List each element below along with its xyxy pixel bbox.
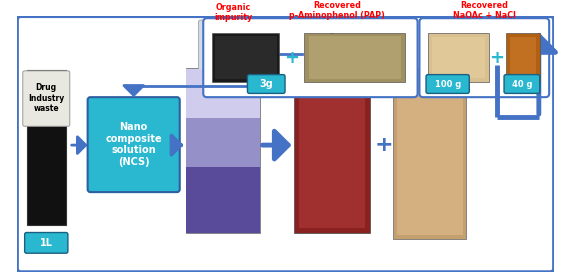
Bar: [26, 70, 66, 225]
Bar: [212, 33, 279, 82]
Bar: [186, 69, 260, 118]
Bar: [186, 167, 260, 233]
Bar: [432, 37, 485, 78]
FancyBboxPatch shape: [25, 233, 68, 253]
FancyBboxPatch shape: [420, 18, 549, 97]
FancyBboxPatch shape: [203, 18, 417, 97]
Bar: [186, 68, 260, 233]
Text: +: +: [489, 49, 504, 67]
FancyBboxPatch shape: [17, 16, 554, 272]
Bar: [299, 70, 365, 228]
Text: 1L: 1L: [40, 238, 53, 248]
Bar: [304, 33, 405, 82]
Text: +: +: [375, 135, 393, 155]
FancyBboxPatch shape: [247, 75, 285, 93]
FancyBboxPatch shape: [23, 71, 70, 126]
Text: +: +: [284, 49, 299, 67]
Text: Recovered
p-Aminophenol (PAP): Recovered p-Aminophenol (PAP): [289, 1, 385, 20]
Text: 40 g: 40 g: [512, 79, 532, 88]
Text: Nano
composite
solution
(NCS): Nano composite solution (NCS): [106, 122, 162, 167]
Bar: [308, 36, 401, 79]
FancyBboxPatch shape: [426, 75, 469, 93]
Bar: [510, 37, 536, 78]
FancyBboxPatch shape: [504, 75, 540, 93]
FancyBboxPatch shape: [87, 97, 180, 192]
Bar: [397, 72, 463, 235]
Text: 100 g: 100 g: [435, 79, 461, 88]
Text: Recovered
NaOAc + NaCl: Recovered NaOAc + NaCl: [453, 1, 516, 20]
Text: Drug
Industry
waste: Drug Industry waste: [28, 83, 65, 113]
Text: Organic
impurity: Organic impurity: [214, 2, 252, 22]
Bar: [295, 65, 369, 233]
Bar: [428, 33, 489, 82]
Text: Recycled NCS: Recycled NCS: [308, 46, 389, 56]
Bar: [208, 27, 257, 81]
Bar: [186, 118, 260, 167]
Text: 3g: 3g: [259, 79, 273, 89]
Bar: [506, 33, 540, 82]
FancyBboxPatch shape: [199, 20, 266, 88]
Bar: [393, 68, 467, 239]
Bar: [215, 36, 276, 79]
